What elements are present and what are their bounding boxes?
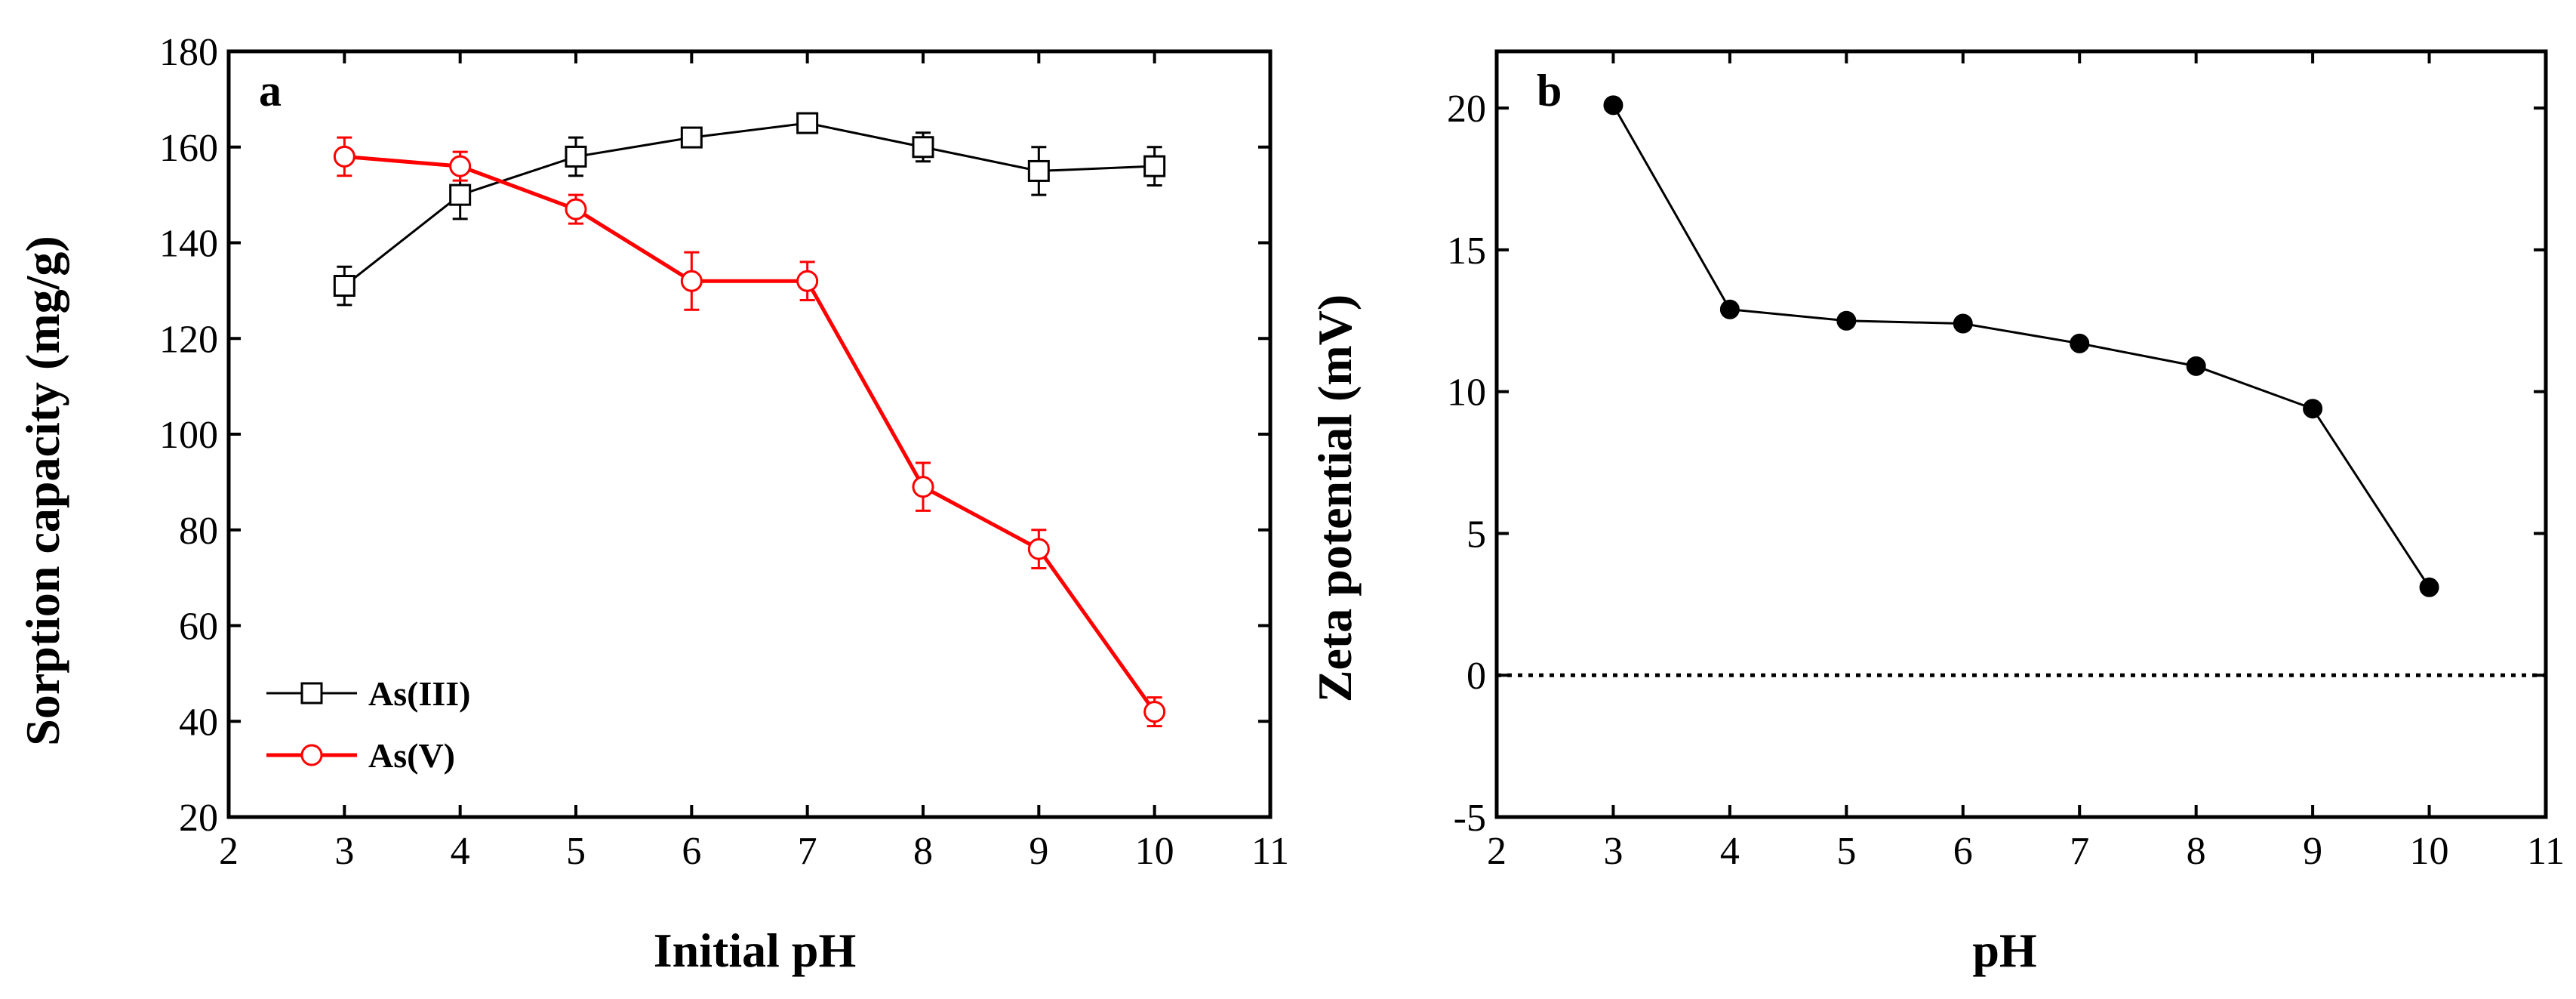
panel-a-series-0-marker: [449, 183, 472, 206]
panel-a-y-tick-label: 160: [159, 127, 218, 170]
panel-a-series-0-marker: [1027, 159, 1050, 182]
panel-a-series-1-marker: [1027, 538, 1050, 560]
panel-a-series-1-marker: [333, 145, 355, 168]
panel-a-label: a: [259, 66, 282, 116]
panel-a-y-tick-label: 140: [159, 223, 218, 266]
panel-a-y-tick-label: 80: [179, 510, 218, 553]
panel-b-y-tick-label: -5: [1454, 797, 1486, 840]
panel-a-y-axis-title: Sorption capacity (mg/g): [16, 236, 69, 746]
panel-a-x-axis-title: Initial pH: [654, 923, 857, 977]
panel-b-x-tick-label: 7: [2070, 830, 2089, 873]
panel-a-x-tick-label: 9: [1029, 830, 1048, 873]
panel-b-y-tick-label: 5: [1467, 513, 1486, 556]
legend-swatch-marker: [300, 744, 323, 766]
panel-a-x-tick-label: 2: [219, 830, 239, 873]
panel-b-series-0-marker: [2070, 333, 2090, 353]
panel-b-series-0-line: [1612, 104, 2430, 588]
panel-b-y-tick-label: 0: [1467, 655, 1486, 698]
panel-b-y-tick-label: 20: [1447, 88, 1486, 131]
legend-label: As(III): [368, 674, 470, 713]
panel-a-series-1-marker: [680, 270, 703, 292]
panel-b-series-0-marker: [2419, 577, 2439, 597]
panel-a-series-0-line: [343, 122, 1155, 287]
panel-a-series-1-marker: [1143, 701, 1166, 723]
panel-b-zeta-chart: b pH Zeta potential (mV) 2 3 4 5 6 7 8 9 10 11 -5 0…: [1308, 49, 2565, 977]
panel-a-y-tick-label: 180: [159, 31, 218, 74]
panel-a-x-tick-label: 7: [798, 830, 817, 873]
legend-swatch-marker: [300, 682, 323, 705]
panel-b-x-tick-label: 8: [2187, 830, 2206, 873]
panel-a-series-1-line: [344, 154, 1156, 714]
panel-b-x-tick-label: 4: [1720, 830, 1740, 873]
panel-b-x-tick-label: 2: [1487, 830, 1507, 873]
panel-a-x-tick-label: 8: [913, 830, 933, 873]
panel-a-y-tick-label: 20: [179, 797, 218, 840]
panel-a-x-tick-label: 4: [451, 830, 470, 873]
panel-a-x-tick-label: 3: [334, 830, 354, 873]
panel-b-series-0-marker: [2186, 356, 2206, 376]
panel-a-series-1-marker: [912, 476, 934, 498]
panel-a-y-tick-label: 120: [159, 318, 218, 361]
panel-a-series-1-marker: [796, 270, 819, 292]
panel-b-x-tick-label: 10: [2410, 830, 2449, 873]
panel-a-series-1-marker: [449, 155, 472, 177]
panel-b-x-tick-label: 6: [1953, 830, 1973, 873]
panel-b-series-0-marker: [1603, 95, 1623, 116]
panel-a-series-0-marker: [912, 136, 934, 159]
panel-a-y-tick-label: 100: [159, 414, 218, 457]
panel-a-legend: As(III) As(V): [266, 674, 470, 775]
panel-a-x-tick-label: 11: [1251, 830, 1289, 873]
panel-b-y-tick-label: 15: [1447, 230, 1486, 273]
panel-b-plot-frame: [1494, 49, 2548, 819]
panel-b-series-0-marker: [1953, 313, 1973, 334]
panel-b-x-tick-label: 3: [1603, 830, 1623, 873]
panel-a-y-tick-label: 60: [179, 606, 218, 649]
panel-a-x-tick-label: 6: [682, 830, 701, 873]
panel-a-series-0-marker: [1143, 155, 1166, 177]
panel-a-series-0-marker: [333, 275, 355, 298]
panel-b-y-axis-title: Zeta potential (mV): [1308, 294, 1362, 702]
panel-a-series-1-marker: [565, 198, 587, 220]
panel-b-series-0-marker: [1719, 299, 1740, 319]
panel-b-x-axis-title: pH: [1972, 923, 2036, 977]
panel-b-label: b: [1537, 66, 1562, 116]
panel-b-series-0-marker: [2303, 399, 2323, 419]
panel-a-x-tick-label: 5: [566, 830, 586, 873]
panel-a-sorption-chart: a Initial pH Sorption capacity (mg/g) 2 3…: [16, 31, 1289, 977]
panel-b-x-tick-label: 11: [2527, 830, 2565, 873]
panel-b-x-tick-label: 9: [2303, 830, 2322, 873]
panel-b-y-tick-label: 10: [1447, 372, 1486, 415]
panel-a-series-0-marker: [565, 145, 587, 168]
panel-b-series-0-marker: [1836, 310, 1857, 331]
panel-a-series-0-marker: [680, 126, 703, 149]
panel-a-series-0-marker: [796, 112, 819, 134]
legend-label: As(V): [368, 736, 455, 775]
panel-a-x-tick-label: 10: [1135, 830, 1174, 873]
panel-b-x-tick-label: 5: [1836, 830, 1856, 873]
panel-a-y-tick-label: 40: [179, 701, 218, 744]
